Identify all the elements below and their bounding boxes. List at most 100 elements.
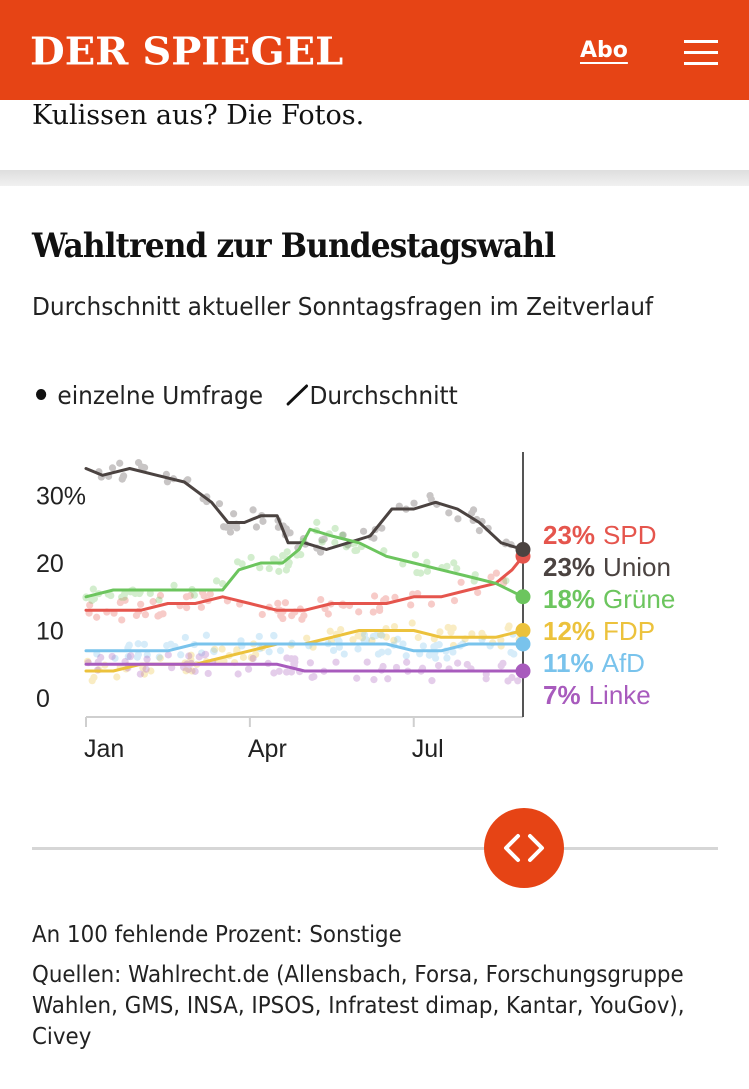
- poll-dot: [139, 664, 147, 672]
- poll-dot: [426, 491, 434, 500]
- poll-dot: [411, 551, 420, 559]
- poll-dot: [370, 676, 378, 684]
- trend-line-spd: [84, 554, 525, 612]
- poll-dot: [279, 552, 287, 560]
- poll-dot: [403, 658, 411, 666]
- poll-dot: [427, 495, 435, 503]
- poll-dot: [108, 464, 117, 472]
- poll-dot: [390, 636, 398, 644]
- spiegel-logo[interactable]: DER SPIEGEL: [30, 29, 344, 74]
- poll-dot: [394, 635, 402, 643]
- end-label-value: 11%: [543, 648, 594, 678]
- poll-dot: [118, 616, 126, 624]
- poll-dot: [300, 612, 308, 620]
- poll-dot: [353, 546, 361, 554]
- poll-dot: [248, 654, 256, 663]
- poll-dot: [379, 662, 387, 671]
- poll-dot: [228, 522, 236, 530]
- poll-dot: [270, 632, 278, 640]
- poll-dot: [378, 524, 386, 532]
- poll-dot: [270, 669, 278, 677]
- end-dot-linke: [515, 663, 531, 679]
- poll-dot: [118, 593, 126, 601]
- teaser-text[interactable]: Kulissen aus? Die Fotos.: [32, 100, 365, 131]
- poll-dot: [332, 658, 340, 666]
- poll-dot: [358, 634, 367, 642]
- poll-dot: [445, 509, 453, 517]
- poll-dot: [140, 464, 149, 472]
- poll-dot: [504, 624, 512, 632]
- poll-dot: [492, 569, 500, 577]
- poll-dot: [184, 665, 193, 673]
- poll-dot: [155, 653, 163, 661]
- poll-dot: [497, 662, 505, 670]
- poll-dot: [502, 577, 510, 585]
- y-tick-label: 10: [36, 618, 64, 646]
- poll-dot: [233, 558, 242, 566]
- poll-dot: [504, 677, 512, 685]
- poll-dot: [414, 633, 422, 642]
- poll-dot: [168, 664, 176, 672]
- poll-dot: [291, 658, 299, 666]
- poll-dot: [218, 645, 226, 653]
- poll-dot: [376, 606, 384, 615]
- code-brackets-icon[interactable]: [484, 808, 564, 888]
- poll-dot: [244, 665, 253, 673]
- poll-dot: [271, 555, 279, 564]
- poll-dot: [134, 459, 143, 467]
- poll-dot: [474, 588, 482, 597]
- poll-dot: [337, 625, 345, 634]
- end-label-value: 23%: [543, 520, 595, 550]
- poll-dot: [382, 633, 390, 641]
- poll-dot: [247, 553, 255, 562]
- poll-dot: [443, 654, 451, 662]
- poll-dot: [138, 463, 146, 471]
- poll-dot: [183, 604, 191, 612]
- poll-dot: [124, 652, 132, 661]
- abo-link[interactable]: Abo: [580, 38, 628, 63]
- poll-dot: [89, 585, 97, 593]
- poll-dot: [423, 558, 431, 566]
- poll-dot: [313, 518, 321, 526]
- end-label-fdp: 12% FDP: [543, 616, 655, 646]
- x-tick-label: Jan: [84, 735, 124, 763]
- hamburger-menu-icon[interactable]: [684, 40, 718, 66]
- end-label-spd: 23% SPD: [543, 520, 657, 550]
- end-label-afd: 11% AfD: [543, 648, 645, 678]
- poll-dot: [482, 675, 490, 683]
- poll-dot: [120, 593, 128, 601]
- poll-dot: [125, 641, 133, 649]
- legend-poll-label: einzelne Umfrage: [57, 381, 264, 410]
- end-label-grüne: 18% Grüne: [543, 584, 675, 614]
- poll-dot: [287, 668, 296, 676]
- poll-dot: [233, 646, 241, 654]
- poll-dot: [247, 653, 255, 662]
- poll-dot: [430, 643, 438, 651]
- poll-dot: [316, 548, 325, 556]
- poll-dot: [136, 670, 144, 678]
- poll-dot: [326, 627, 334, 635]
- poll-dot: [349, 636, 357, 644]
- widget-title: Wahltrend zur Bundestagswahl: [32, 226, 556, 266]
- poll-dot-icon: [36, 388, 47, 400]
- poll-dot: [410, 499, 418, 507]
- end-label-value: 7%: [543, 680, 581, 710]
- poll-dot: [275, 667, 283, 675]
- poll-dot: [449, 648, 457, 656]
- poll-dot: [428, 677, 436, 685]
- poll-dot: [140, 640, 148, 648]
- poll-dot: [282, 566, 290, 574]
- poll-dot: [117, 598, 125, 606]
- poll-dot: [277, 612, 285, 620]
- poll-dot: [238, 560, 246, 568]
- poll-dot: [508, 673, 516, 682]
- chart-scroll-track[interactable]: [32, 847, 718, 850]
- poll-dot: [449, 624, 457, 632]
- poll-dot: [265, 648, 273, 656]
- poll-dot: [265, 564, 273, 573]
- poll-dot: [331, 524, 339, 533]
- poll-dot: [354, 632, 362, 640]
- poll-dot: [369, 632, 377, 641]
- poll-dot: [249, 506, 257, 514]
